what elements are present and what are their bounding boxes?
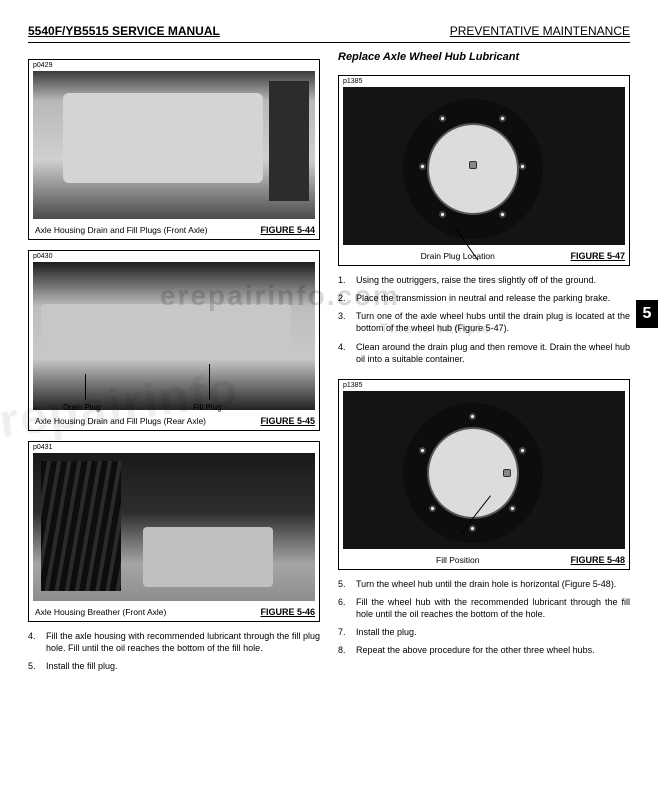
figure-label: FIGURE 5-44	[260, 225, 315, 235]
figure-image	[343, 391, 625, 549]
figure-image	[33, 453, 315, 601]
figure-5-48: p1385 Fill Position FIGURE 5-48	[338, 379, 630, 570]
manual-title: 5540F/YB5515 SERVICE MANUAL	[28, 24, 220, 38]
figure-label: FIGURE 5-46	[260, 607, 315, 617]
step-item: Using the outriggers, raise the tires sl…	[338, 274, 630, 286]
step-item: Place the transmission in neutral and re…	[338, 292, 630, 304]
left-steps: Fill the axle housing with recommended l…	[28, 630, 320, 678]
right-steps-b: Turn the wheel hub until the drain hole …	[338, 578, 630, 663]
figure-code: p0429	[29, 60, 319, 69]
procedure-title: Replace Axle Wheel Hub Lubricant	[338, 51, 630, 63]
left-column: p0429 Axle Housing Drain and Fill Plugs …	[28, 51, 320, 678]
step-item: Clean around the drain plug and then rem…	[338, 341, 630, 365]
step-item: Install the fill plug.	[28, 660, 320, 672]
figure-image: Drain Plug Fill Plug	[33, 262, 315, 410]
step-item: Fill the wheel hub with the recommended …	[338, 596, 630, 620]
step-item: Turn the wheel hub until the drain hole …	[338, 578, 630, 590]
content-columns: p0429 Axle Housing Drain and Fill Plugs …	[28, 51, 630, 678]
figure-5-44: p0429 Axle Housing Drain and Fill Plugs …	[28, 59, 320, 240]
step-item: Fill the axle housing with recommended l…	[28, 630, 320, 654]
page-header: 5540F/YB5515 SERVICE MANUAL PREVENTATIVE…	[28, 24, 630, 43]
step-item: Repeat the above procedure for the other…	[338, 644, 630, 656]
callout-drain-plug: Drain Plug	[63, 403, 100, 412]
figure-image	[33, 71, 315, 219]
figure-caption: Axle Housing Breather (Front Axle)	[35, 607, 166, 617]
figure-code: p0431	[29, 442, 319, 451]
section-title: PREVENTATIVE MAINTENANCE	[450, 24, 630, 38]
figure-caption: Drain Plug Location	[345, 251, 570, 261]
figure-5-46: p0431 Axle Housing Breather (Front Axle)…	[28, 441, 320, 622]
callout-fill-plug: Fill Plug	[193, 403, 221, 412]
right-column: Replace Axle Wheel Hub Lubricant p1385 D…	[338, 51, 630, 678]
figure-code: p0430	[29, 251, 319, 260]
step-item: Install the plug.	[338, 626, 630, 638]
figure-label: FIGURE 5-48	[570, 555, 625, 565]
figure-caption: Axle Housing Drain and Fill Plugs (Rear …	[35, 416, 206, 426]
step-item: Turn one of the axle wheel hubs until th…	[338, 310, 630, 334]
figure-5-47: p1385 Drain Plug Location FIGURE 5-47	[338, 75, 630, 266]
figure-image	[343, 87, 625, 245]
figure-code: p1385	[339, 76, 629, 85]
chapter-tab: 5	[636, 300, 658, 328]
figure-label: FIGURE 5-45	[260, 416, 315, 426]
figure-5-45: p0430 Drain Plug Fill Plug Axle Housing …	[28, 250, 320, 431]
figure-label: FIGURE 5-47	[570, 251, 625, 261]
figure-caption: Fill Position	[345, 555, 570, 565]
figure-caption: Axle Housing Drain and Fill Plugs (Front…	[35, 225, 207, 235]
right-steps-a: Using the outriggers, raise the tires sl…	[338, 274, 630, 371]
figure-code: p1385	[339, 380, 629, 389]
